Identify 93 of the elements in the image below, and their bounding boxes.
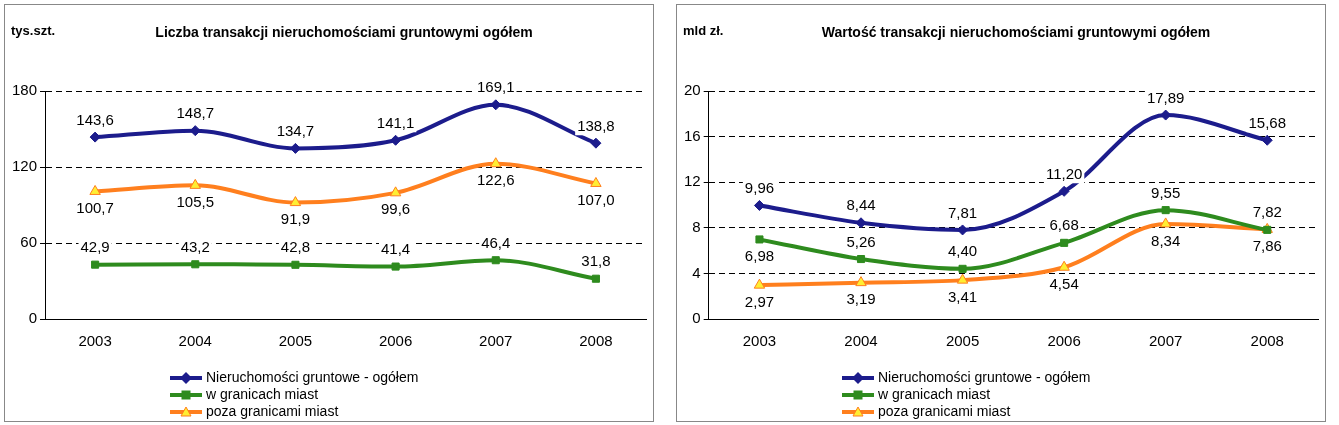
legend-label: Nieruchomości gruntowe - ogółem xyxy=(206,369,419,386)
point xyxy=(1159,217,1172,228)
point xyxy=(856,255,866,264)
data-label: 99,6 xyxy=(380,200,411,218)
data-label: 134,7 xyxy=(276,122,315,140)
x-tick-label: 2006 xyxy=(378,332,413,350)
chart-title: Wartość transakcji nieruchomościami gruntowymi ogółem xyxy=(820,23,1212,42)
data-label: 5,26 xyxy=(846,232,876,250)
y-tick-label: 0 xyxy=(692,309,701,327)
x-tick-label: 2007 xyxy=(479,332,513,350)
data-label: 8,34 xyxy=(1151,231,1181,249)
x-tick-label: 2004 xyxy=(844,332,878,350)
data-label: 42,8 xyxy=(280,238,311,256)
legend-label: poza granicami miast xyxy=(206,403,339,420)
point xyxy=(1161,206,1170,215)
data-label: 169,1 xyxy=(476,78,515,96)
y-tick-label: 8 xyxy=(692,217,701,235)
data-label: 105,5 xyxy=(176,193,215,211)
point xyxy=(755,235,764,244)
data-label: 107,0 xyxy=(577,191,615,209)
data-label: 17,89 xyxy=(1146,88,1185,106)
data-label: 9,96 xyxy=(744,179,775,197)
legend-label: w granicach miast xyxy=(206,386,319,403)
data-label: 6,68 xyxy=(1049,216,1079,234)
y-tick-label: 0 xyxy=(28,309,38,327)
x-tick-label: 2005 xyxy=(945,332,980,350)
point xyxy=(1058,185,1070,197)
y-tick-label: 120 xyxy=(12,157,38,175)
point xyxy=(391,262,400,271)
point xyxy=(89,131,101,143)
point xyxy=(289,196,302,207)
point xyxy=(191,260,200,269)
point xyxy=(291,260,300,269)
x-tick-label: 2008 xyxy=(1250,332,1284,350)
data-label: 7,82 xyxy=(1252,203,1282,221)
y-tick-label: 60 xyxy=(20,233,38,251)
data-label: 31,8 xyxy=(581,252,611,270)
y-axis-title: tys.szt. xyxy=(11,23,56,38)
data-label: 6,98 xyxy=(744,247,775,265)
data-label: 2,97 xyxy=(744,292,775,310)
legend-label: poza granicami miast xyxy=(878,403,1011,420)
data-label: 43,2 xyxy=(180,237,210,255)
x-tick-label: 2007 xyxy=(1148,332,1183,350)
data-label: 138,8 xyxy=(577,116,615,134)
data-label: 141,1 xyxy=(376,113,415,131)
legend-label: Nieruchomości gruntowe - ogółem xyxy=(878,369,1091,386)
x-tick-label: 2003 xyxy=(742,332,777,350)
data-label: 7,86 xyxy=(1252,237,1282,255)
x-tick-label: 2008 xyxy=(579,332,613,350)
point xyxy=(91,260,100,269)
point xyxy=(1058,260,1070,271)
data-label: 7,81 xyxy=(947,203,978,221)
point xyxy=(389,186,402,197)
data-label: 15,68 xyxy=(1248,113,1286,131)
x-tick-label: 2005 xyxy=(278,332,313,350)
point xyxy=(1060,238,1069,247)
data-label: 3,19 xyxy=(846,290,876,308)
data-label: 4,54 xyxy=(1049,274,1079,292)
point xyxy=(958,264,967,273)
data-label: 122,6 xyxy=(476,171,515,189)
data-label: 4,40 xyxy=(947,242,978,260)
x-tick-label: 2006 xyxy=(1047,332,1081,350)
point xyxy=(491,256,500,265)
chart-title: Liczba transakcji nieruchomościami gruntowymi ogółem xyxy=(154,23,534,42)
point xyxy=(590,176,602,187)
y-tick-label: 16 xyxy=(684,126,701,144)
data-label: 3,41 xyxy=(947,287,978,305)
legend-label: w granicach miast xyxy=(878,386,991,403)
data-label: 11,20 xyxy=(1045,164,1083,182)
data-label: 8,44 xyxy=(846,196,876,214)
data-label: 143,6 xyxy=(76,110,114,128)
point xyxy=(590,137,602,149)
y-tick-label: 20 xyxy=(684,81,701,99)
data-label: 9,55 xyxy=(1151,183,1181,201)
y-tick-label: 12 xyxy=(684,172,701,190)
data-label: 41,4 xyxy=(380,240,411,258)
data-label: 100,7 xyxy=(76,199,114,217)
x-tick-label: 2004 xyxy=(178,332,212,350)
data-label: 46,4 xyxy=(481,233,511,251)
point xyxy=(956,273,969,284)
y-tick-label: 4 xyxy=(692,263,701,281)
point xyxy=(591,274,600,283)
point xyxy=(855,276,867,287)
point xyxy=(753,278,766,289)
point xyxy=(189,178,201,189)
y-axis-title: mld zł. xyxy=(683,23,724,38)
point xyxy=(89,184,101,195)
y-tick-label: 180 xyxy=(12,81,38,99)
data-label: 91,9 xyxy=(280,210,311,228)
x-tick-label: 2003 xyxy=(78,332,112,350)
data-label: 148,7 xyxy=(176,104,215,122)
point xyxy=(490,157,502,168)
data-label: 42,9 xyxy=(80,238,110,256)
